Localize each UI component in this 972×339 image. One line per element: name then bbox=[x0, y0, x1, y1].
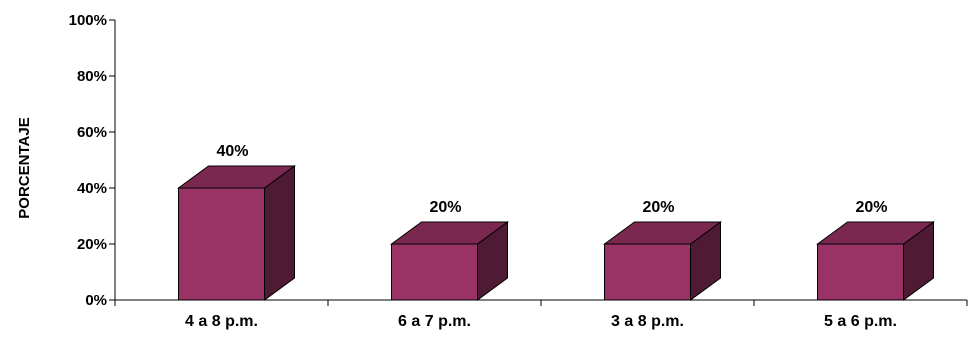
data-label: 20% bbox=[642, 199, 674, 216]
data-label: 20% bbox=[855, 199, 887, 216]
x-tick-label: 4 a 8 p.m. bbox=[185, 313, 258, 330]
x-tick-label: 6 a 7 p.m. bbox=[398, 313, 471, 330]
y-tick-label: 40% bbox=[77, 180, 107, 197]
y-tick-label: 0% bbox=[85, 292, 107, 309]
bar bbox=[817, 243, 904, 301]
x-tick-label: 3 a 8 p.m. bbox=[611, 313, 684, 330]
data-label: 20% bbox=[429, 199, 461, 216]
data-label: 40% bbox=[216, 143, 248, 160]
bar bbox=[391, 243, 478, 301]
bar-side bbox=[264, 165, 295, 301]
bar bbox=[604, 243, 691, 301]
y-tick-label: 80% bbox=[77, 68, 107, 85]
y-tick-label: 20% bbox=[77, 236, 107, 253]
y-axis-title: PORCENTAJE bbox=[16, 117, 33, 218]
x-tick-label: 5 a 6 p.m. bbox=[824, 313, 897, 330]
y-tick-label: 100% bbox=[69, 12, 107, 29]
bar bbox=[178, 187, 265, 301]
y-tick-label: 60% bbox=[77, 124, 107, 141]
